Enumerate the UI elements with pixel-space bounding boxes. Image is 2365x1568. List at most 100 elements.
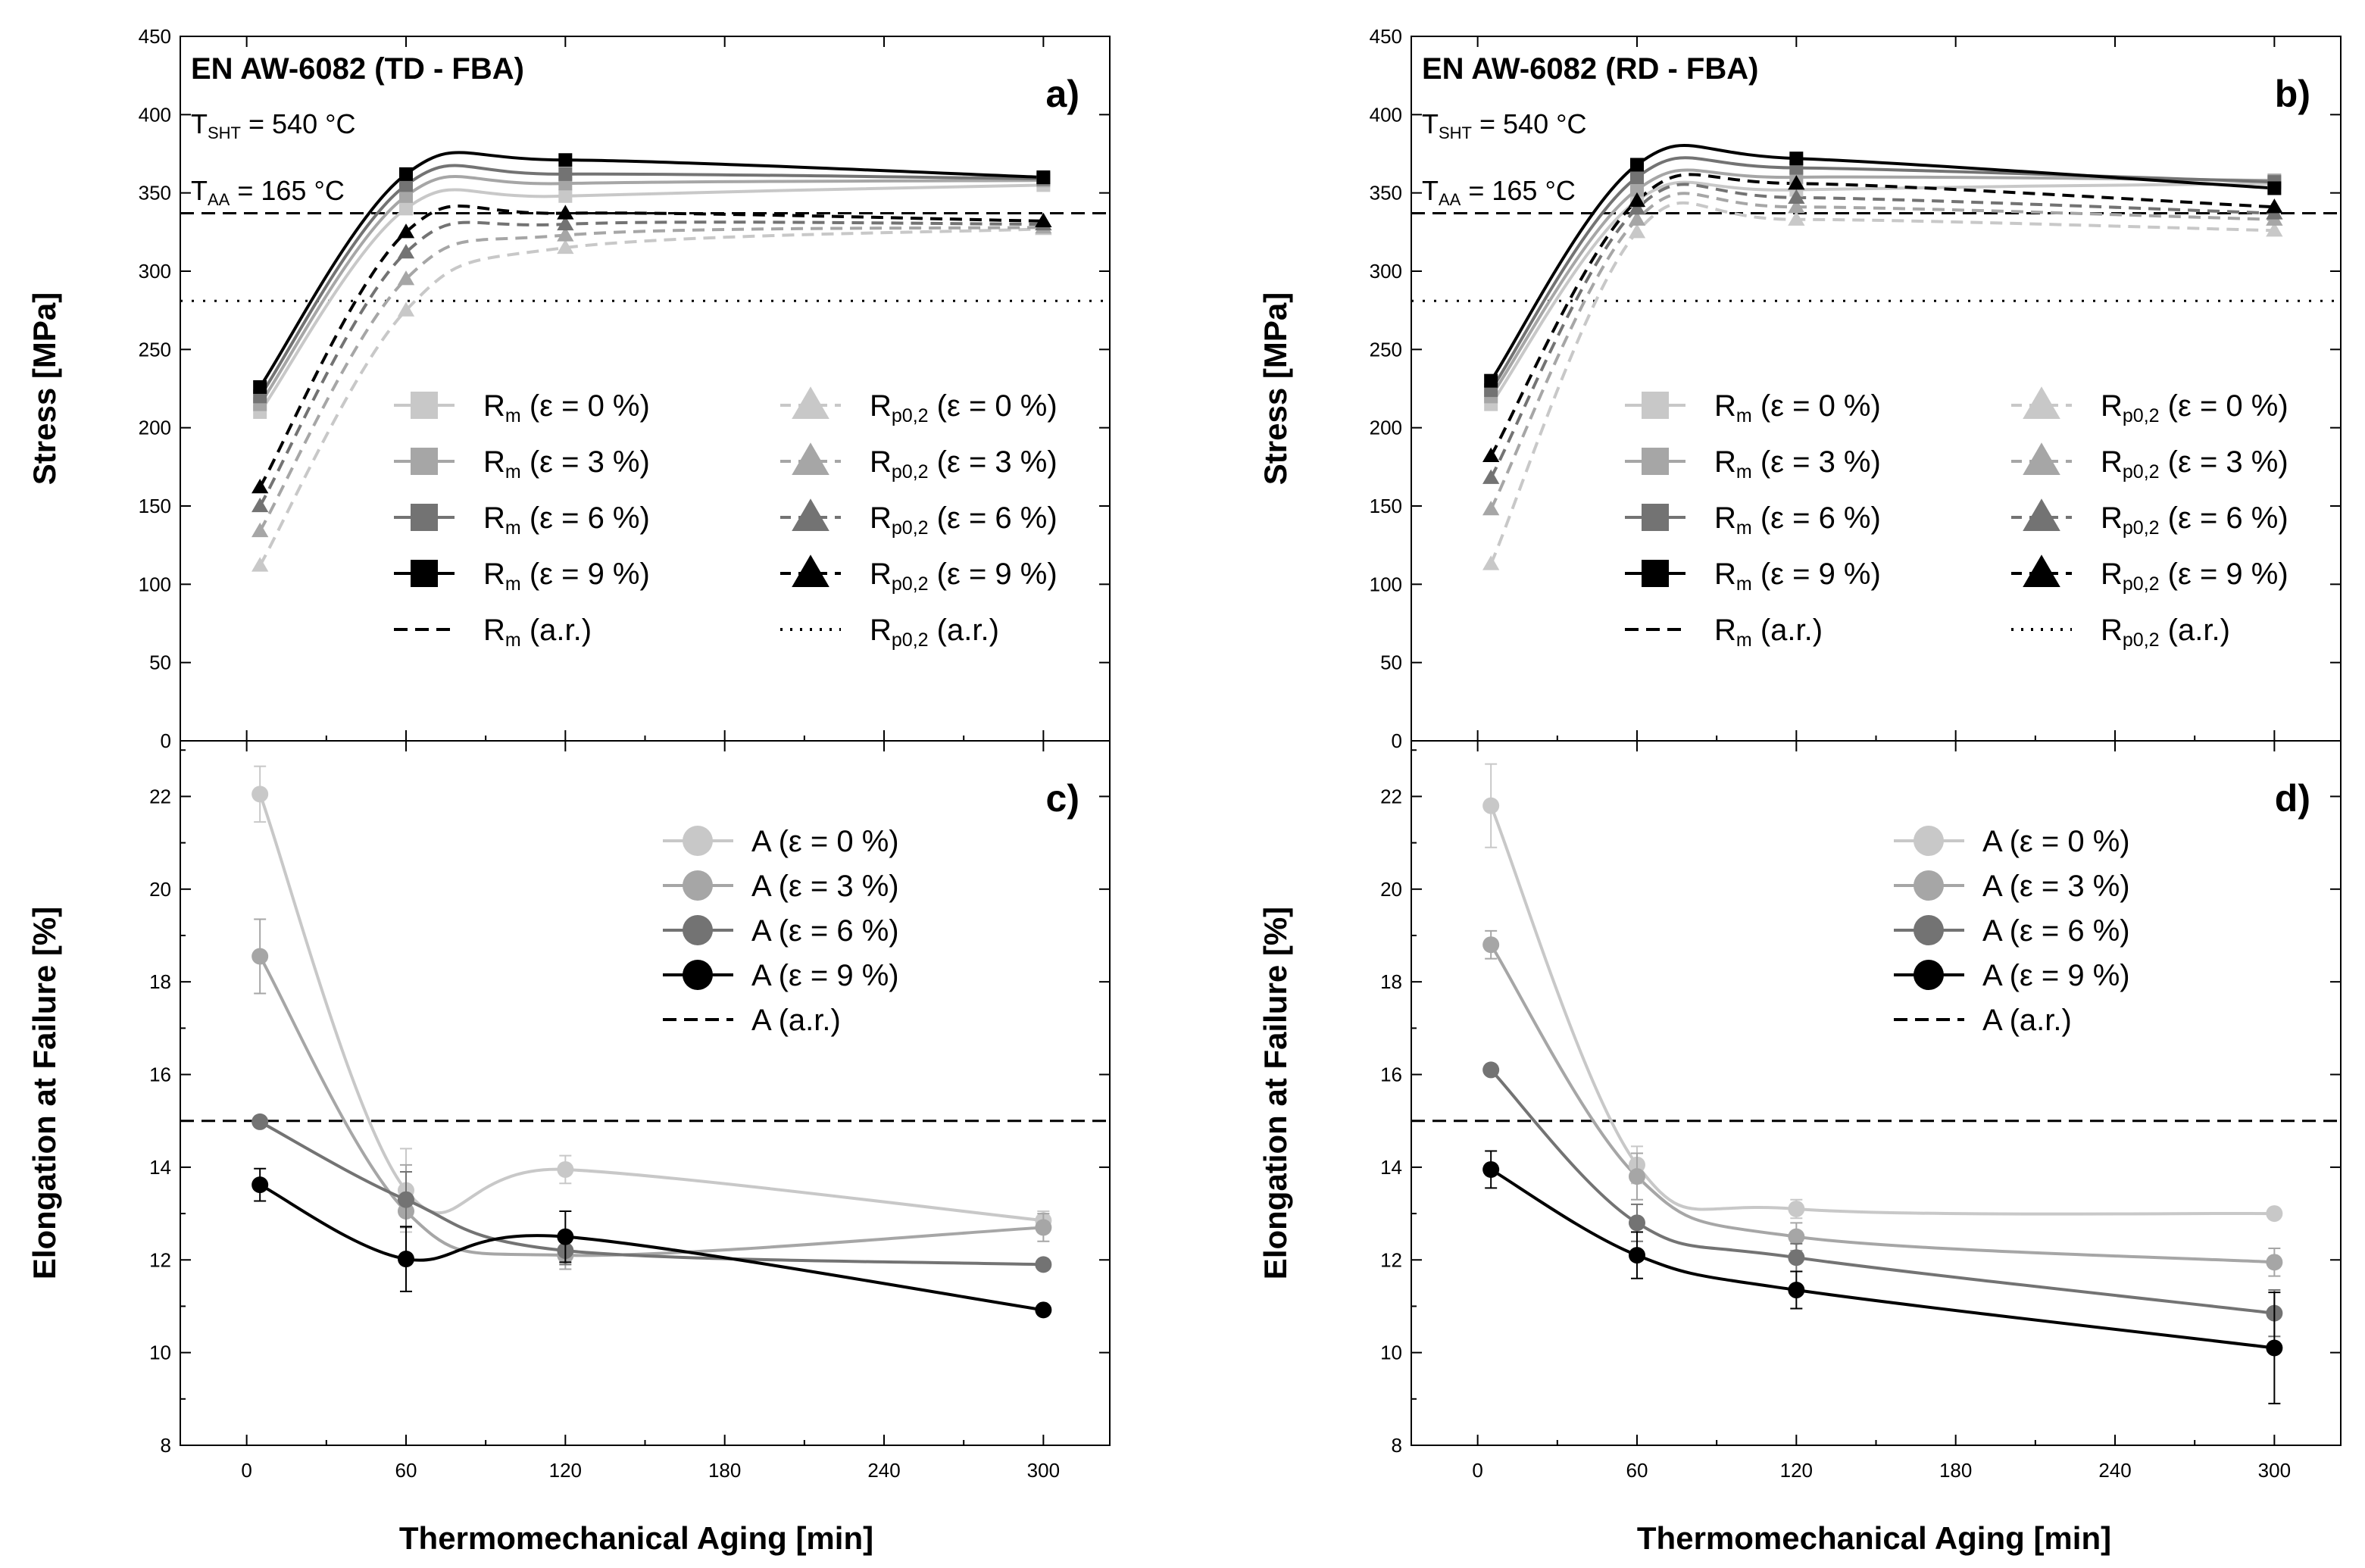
data-point [1482, 797, 1500, 814]
panel-label: b) [2275, 73, 2310, 115]
legend-marker [411, 560, 438, 587]
legend-marker [1642, 504, 1669, 531]
data-point [397, 301, 415, 317]
x-tick-label: 240 [2098, 1459, 2131, 1482]
legend-entry: A (ε = 3 %) [663, 870, 899, 903]
legend-entry: A (ε = 0 %) [1894, 825, 2130, 858]
data-point [1035, 1256, 1052, 1273]
data-point [1035, 1219, 1052, 1236]
y-tick-label: 50 [149, 651, 171, 674]
legend-label: Rm (ε = 3 %) [483, 445, 650, 483]
data-point [1788, 189, 1805, 204]
legend-label: A (ε = 0 %) [751, 825, 899, 858]
y-tick-label: 14 [1380, 1156, 1402, 1179]
legend-marker [1914, 826, 1944, 856]
data-point [251, 1113, 269, 1130]
data-point [557, 1160, 574, 1178]
data-point [397, 223, 415, 239]
legend-marker [683, 960, 713, 990]
series-line [1489, 1069, 2275, 1315]
data-point [1788, 1249, 1805, 1267]
data-point [558, 189, 573, 203]
x-tick-label: 60 [395, 1459, 417, 1482]
y-tick-label: 0 [1392, 729, 1402, 752]
y-tick-label: 50 [1380, 651, 1402, 674]
legend-label: Rm (ε = 3 %) [1714, 445, 1881, 483]
legend-marker [1914, 870, 1944, 901]
data-point [1482, 447, 1500, 462]
legend-marker [683, 826, 713, 856]
panel-b: 0 50 100 150 200 250 300 350 400 450 Stress [MPa] b… [1257, 25, 2342, 752]
x-tick-label: 120 [549, 1459, 582, 1482]
data-point [397, 1251, 414, 1268]
chart-title: EN AW-6082 (TD - FBA) [191, 52, 524, 86]
series-line [1489, 192, 2275, 511]
series-line [258, 227, 1044, 567]
data-point [1788, 1200, 1805, 1217]
legend-entry: A (ε = 6 %) [1894, 914, 2130, 948]
data-point [2266, 198, 2283, 214]
legend-entry: Rm (ε = 3 %) [1625, 445, 1881, 483]
legend-entry: Rp0,2 (ε = 6 %) [780, 498, 1058, 539]
data-point [1482, 555, 1500, 570]
legend-label: Rp0,2 (ε = 6 %) [2101, 501, 2288, 539]
legend-entry: Rp0,2 (a.r.) [780, 614, 999, 651]
data-point [251, 948, 269, 965]
y-tick-label: 20 [149, 878, 171, 901]
data-point [398, 201, 413, 216]
legend-entry: Rm (ε = 6 %) [394, 501, 650, 539]
data-point [2266, 1254, 2283, 1271]
legend-marker [1642, 448, 1669, 475]
legend-entry: A (ε = 9 %) [663, 959, 899, 992]
legend-entry: Rm (ε = 9 %) [1625, 558, 1881, 595]
data-point [1482, 936, 1500, 954]
legend-label: A (ε = 3 %) [1982, 870, 2130, 903]
y-tick-label: 400 [139, 103, 171, 126]
y-tick-label: 200 [139, 417, 171, 439]
data-point [1035, 212, 1052, 227]
panel-label: d) [2275, 777, 2310, 820]
data-point [251, 786, 269, 803]
x-tick-label: 60 [1626, 1459, 1648, 1482]
data-point [1628, 1214, 1645, 1232]
panel-c: 8 10 12 14 16 18 20 22 0 60 120 180 240 300 Elongation… [27, 740, 1111, 1482]
series-line [258, 174, 1044, 405]
annotation: TSHT = 540 °C [1422, 108, 1587, 142]
legend-label: Rp0,2 (ε = 3 %) [2101, 445, 2288, 483]
series-line [1489, 804, 2275, 1216]
series-line [258, 151, 1044, 389]
series-line [258, 164, 1044, 398]
legend-label: A (ε = 6 %) [751, 914, 899, 948]
y-tick-label: 100 [1370, 573, 1402, 595]
y-tick-label: 16 [149, 1064, 171, 1086]
legend-marker [2023, 554, 2060, 587]
series-line [258, 183, 1044, 414]
legend-entry: Rp0,2 (ε = 6 %) [2011, 498, 2288, 539]
data-point [1482, 469, 1500, 484]
y-tick-label: 300 [139, 260, 171, 283]
series-line [259, 1183, 1044, 1312]
legend-label: Rm (ε = 6 %) [1714, 501, 1881, 539]
legend-marker [683, 870, 713, 901]
legend-marker [2023, 442, 2060, 475]
data-point [1628, 1247, 1645, 1264]
legend-label: Rm (ε = 0 %) [1714, 389, 1881, 426]
data-point [251, 557, 269, 572]
legend-label: Rm (ε = 9 %) [1714, 558, 1881, 595]
data-point [1628, 211, 1646, 226]
y-tick-label: 100 [139, 573, 171, 595]
legend-marker [1642, 560, 1669, 587]
y-tick-label: 400 [1370, 103, 1402, 126]
y-tick-label: 0 [161, 729, 171, 752]
data-point [557, 215, 574, 231]
legend-entry: Rp0,2 (ε = 0 %) [780, 386, 1058, 426]
legend-label: Rp0,2 (ε = 9 %) [870, 558, 1058, 595]
legend-label: Rp0,2 (ε = 3 %) [870, 445, 1058, 483]
data-point [2266, 222, 2283, 237]
data-point [1035, 1301, 1052, 1319]
legend-entry: Rm (ε = 0 %) [1625, 389, 1881, 426]
legend-label: A (ε = 0 %) [1982, 825, 2130, 858]
y-tick-label: 16 [1380, 1064, 1402, 1086]
y-axis-label: Elongation at Failure [%] [1257, 907, 1293, 1279]
y-tick-label: 350 [1370, 182, 1402, 205]
